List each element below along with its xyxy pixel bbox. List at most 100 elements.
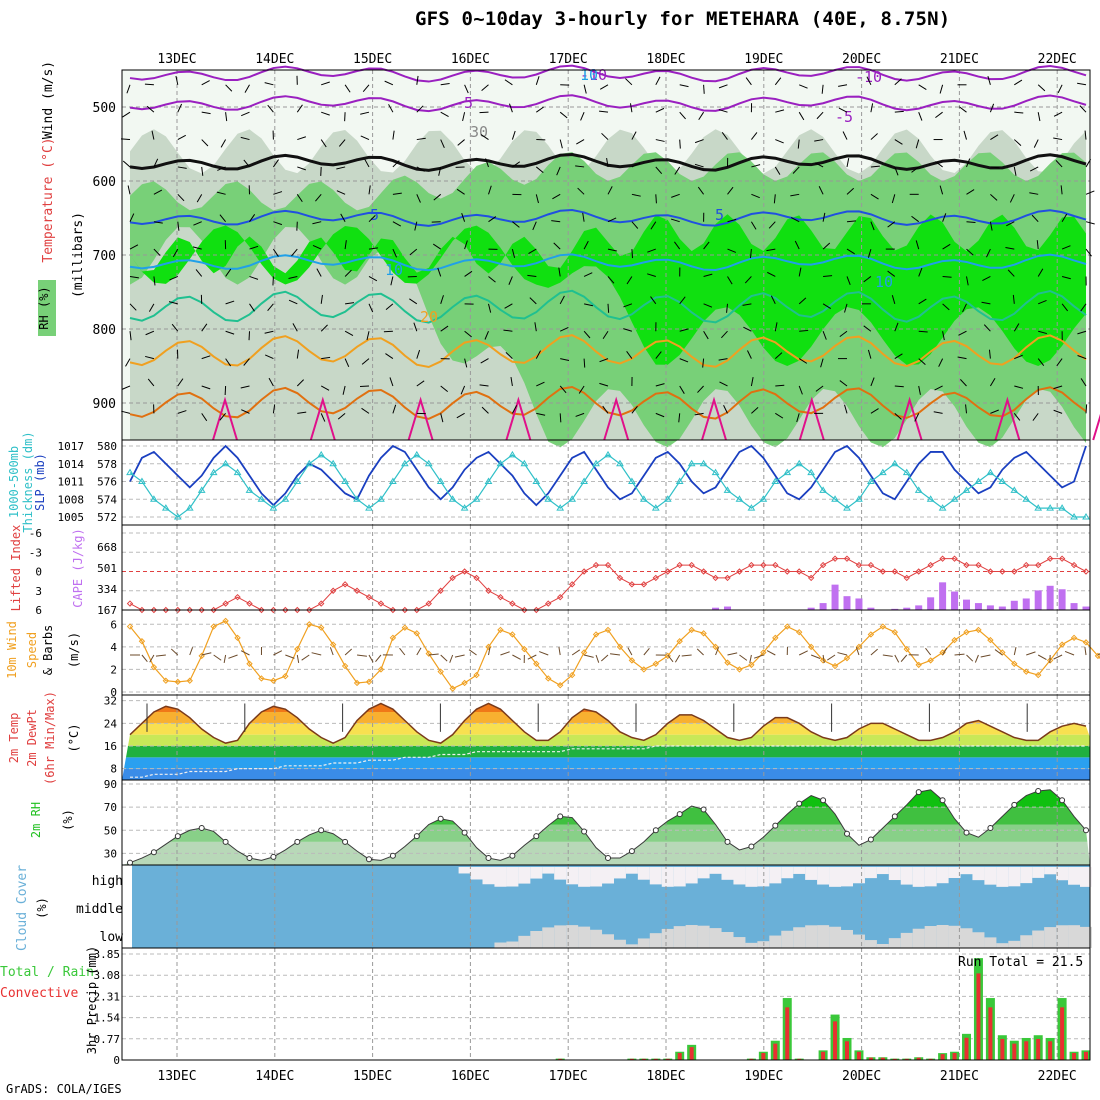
cloud-clear-high (960, 867, 973, 875)
x-tick-label-bottom: 22DEC (1038, 1069, 1077, 1084)
wind-barb (1053, 137, 1063, 141)
rh2m-marker (772, 822, 779, 829)
wind-barb (670, 218, 680, 223)
wind-speed-marker (1023, 668, 1030, 675)
wind-barb (201, 413, 208, 422)
y-tick-label: 700 (93, 249, 116, 264)
wind-barb-10m (449, 654, 454, 663)
lifted-index-marker (437, 587, 444, 594)
wind-barb (583, 240, 589, 250)
cape-bar (974, 603, 982, 610)
wind-barb (988, 349, 991, 359)
wind-barb (559, 139, 563, 149)
wind-barb (440, 139, 445, 148)
wind-barb (957, 356, 967, 360)
wind-barb (1061, 303, 1069, 312)
wind-barb (966, 276, 969, 286)
wind-barb (822, 331, 827, 340)
wind-barb (650, 296, 657, 305)
ylabel-wind: Wind (m/s) (41, 61, 56, 139)
wind-barb (1053, 111, 1063, 117)
lifted-index-marker (425, 600, 432, 607)
lifted-index-marker (353, 587, 361, 594)
lifted-index-marker (461, 568, 468, 575)
isotherm-hot-spike (407, 396, 434, 441)
y-tick-label: 4 (110, 641, 117, 654)
wind-barb (623, 328, 633, 332)
cloud-level-label: low (100, 930, 124, 945)
cloud-clear-high (984, 867, 997, 885)
y-tick-label: 900 (93, 397, 116, 412)
wind-barb (556, 166, 561, 176)
rh-band (122, 807, 1090, 825)
wind-barb (720, 330, 728, 339)
wind-barb (655, 383, 665, 387)
x-tick-label-bottom: 14DEC (255, 1069, 294, 1084)
wind-barb (505, 351, 513, 359)
wind-barb (942, 243, 951, 250)
wind-barb (798, 385, 803, 395)
cloud-clear-high (697, 867, 710, 879)
thickness-marker (1070, 513, 1078, 520)
cloud-low-fill (984, 937, 997, 948)
cloud-clear-high (1068, 867, 1081, 885)
wind-barb (1013, 323, 1020, 332)
wind-barb (559, 111, 568, 119)
wind-barb (958, 330, 967, 336)
wind-barb-10m (966, 654, 974, 662)
wind-barb (626, 351, 633, 359)
y-tick-label: 70 (104, 801, 117, 814)
lifted-index-marker (497, 593, 504, 601)
precip-convective-bar (1084, 1051, 1088, 1060)
rh-legend-swatch (38, 280, 56, 336)
x-tick-label-top: 16DEC (451, 52, 490, 67)
x-tick-label-top: 18DEC (646, 52, 685, 67)
y-tick-label: 1005 (58, 511, 85, 524)
wind-barb (273, 221, 283, 226)
thickness-marker (161, 504, 170, 511)
wind-barb (201, 139, 209, 147)
thickness-marker (699, 459, 708, 467)
wind-barb (703, 330, 709, 340)
wind-barb (583, 84, 587, 94)
wind-barb-10m (674, 654, 681, 663)
x-tick-label-top: 22DEC (1038, 52, 1077, 67)
wind-barb (201, 80, 210, 86)
wind-barb (1080, 378, 1087, 387)
thickness-marker (448, 495, 457, 502)
wind-barb (679, 328, 689, 332)
wind-speed-marker (234, 634, 241, 642)
wind-speed-marker (748, 661, 755, 669)
cloud-clear-high (506, 867, 519, 887)
wind-barb (799, 329, 809, 332)
wind-barb (1006, 221, 1015, 227)
wind-barb (1029, 166, 1039, 172)
wind-barb-10m (600, 654, 609, 662)
thickness-marker (245, 486, 254, 493)
lifted-index-marker (126, 600, 134, 607)
wind-barb (153, 276, 156, 286)
wind-barb (312, 244, 322, 250)
wind-barb (602, 405, 609, 414)
wind-barb (723, 405, 728, 414)
temp-band (122, 703, 1090, 712)
thickness-marker (604, 450, 612, 458)
wind-barb (508, 103, 513, 113)
wind-barb (534, 322, 537, 332)
wind-barb (870, 133, 878, 140)
wind-barb (440, 413, 444, 423)
rh2m-marker (198, 824, 205, 831)
wind-barb (959, 379, 967, 387)
wind-barb (344, 240, 347, 250)
wind-barb (918, 84, 927, 90)
wind-speed-marker (951, 636, 958, 644)
wind-speed-marker (616, 643, 624, 651)
wind-barb (631, 193, 641, 197)
cape-bar (1022, 598, 1030, 610)
wind-speed-marker (724, 659, 731, 666)
isotherm-line (129, 253, 1087, 272)
wind-barb (360, 111, 370, 115)
wind-barb (529, 297, 537, 305)
wind-barb (481, 84, 489, 91)
lifted-index-marker (533, 606, 540, 614)
